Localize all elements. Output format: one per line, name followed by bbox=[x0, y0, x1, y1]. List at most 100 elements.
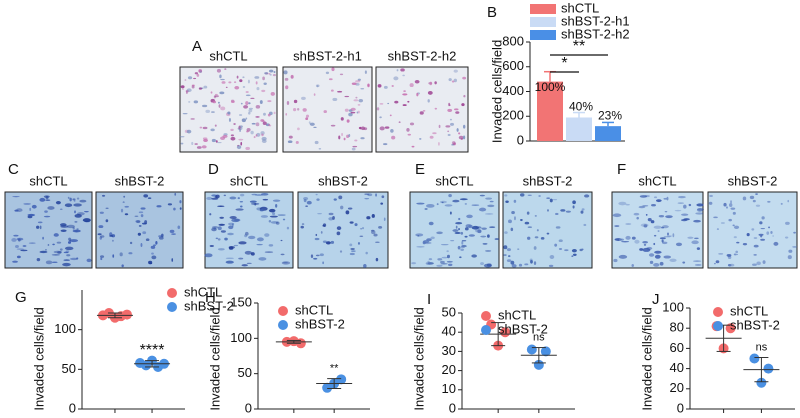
cell bbox=[230, 128, 234, 131]
cell bbox=[247, 79, 250, 84]
cell bbox=[319, 253, 324, 257]
cell bbox=[658, 214, 665, 218]
cell bbox=[653, 263, 660, 267]
cell bbox=[240, 102, 243, 105]
cell bbox=[468, 234, 475, 237]
cell bbox=[39, 197, 46, 202]
cell bbox=[534, 214, 537, 217]
cell bbox=[100, 255, 105, 258]
cell bbox=[381, 195, 385, 199]
cell bbox=[240, 193, 245, 197]
cell bbox=[253, 136, 256, 139]
panel-label: H bbox=[205, 289, 216, 306]
cell bbox=[355, 80, 361, 83]
cell bbox=[428, 258, 433, 261]
cell bbox=[446, 254, 450, 259]
y-axis-title: Invaded cells/field bbox=[31, 307, 46, 410]
cell bbox=[84, 210, 89, 213]
cell bbox=[558, 239, 563, 242]
y-tick-label: 40 bbox=[442, 324, 456, 339]
cell bbox=[45, 260, 53, 265]
cell bbox=[538, 194, 541, 197]
y-tick-label: 0 bbox=[517, 132, 524, 147]
cell bbox=[204, 253, 213, 258]
cell bbox=[173, 207, 176, 211]
cell bbox=[72, 229, 81, 233]
cell bbox=[143, 194, 149, 198]
cell bbox=[640, 223, 649, 227]
cell bbox=[238, 138, 244, 141]
cell bbox=[471, 254, 477, 258]
cell bbox=[340, 117, 344, 121]
cell bbox=[268, 244, 274, 247]
cell bbox=[350, 248, 355, 250]
cell bbox=[215, 194, 220, 199]
cell bbox=[243, 105, 249, 109]
cell bbox=[458, 132, 461, 135]
cell bbox=[262, 198, 269, 201]
panel-label: C bbox=[8, 161, 19, 178]
cell bbox=[151, 255, 157, 260]
cell bbox=[215, 237, 219, 240]
cell bbox=[325, 71, 330, 75]
cell bbox=[86, 258, 92, 263]
cell bbox=[233, 244, 239, 247]
cell bbox=[300, 225, 304, 229]
legend-label: shCTL bbox=[295, 302, 333, 317]
cell bbox=[47, 206, 55, 210]
cell bbox=[696, 203, 704, 207]
cell bbox=[755, 204, 761, 207]
cell bbox=[546, 197, 551, 199]
cell bbox=[524, 263, 529, 266]
cell bbox=[101, 194, 106, 197]
cell bbox=[504, 231, 508, 234]
cell bbox=[669, 258, 677, 262]
cell bbox=[447, 133, 451, 137]
cell bbox=[354, 223, 358, 227]
cell bbox=[742, 196, 747, 201]
cell bbox=[196, 73, 200, 77]
cell bbox=[39, 225, 42, 230]
data-point bbox=[763, 363, 774, 374]
micrograph-bg bbox=[179, 66, 278, 153]
data-point bbox=[749, 353, 760, 364]
cell bbox=[445, 125, 451, 128]
cell bbox=[221, 81, 226, 84]
cell bbox=[432, 132, 437, 135]
cell bbox=[349, 243, 353, 247]
cell bbox=[218, 223, 226, 226]
cell bbox=[315, 254, 320, 257]
cell bbox=[273, 71, 276, 74]
cell bbox=[262, 121, 267, 125]
cell bbox=[373, 233, 378, 237]
legend-label: shBST-2-h1 bbox=[561, 13, 630, 28]
cell bbox=[16, 248, 24, 250]
cell bbox=[186, 90, 188, 94]
cell bbox=[510, 227, 514, 232]
cell bbox=[233, 123, 236, 125]
cell bbox=[264, 72, 269, 75]
cell bbox=[214, 95, 219, 98]
cell bbox=[402, 104, 407, 107]
cell bbox=[272, 74, 276, 77]
y-tick-label: 100 bbox=[54, 321, 76, 336]
cell bbox=[234, 85, 240, 90]
data-point bbox=[500, 327, 511, 338]
cell bbox=[338, 195, 343, 200]
cell bbox=[504, 194, 508, 197]
cell bbox=[322, 240, 327, 243]
cell bbox=[708, 201, 713, 205]
y-tick-label: 400 bbox=[502, 83, 524, 98]
cell bbox=[398, 121, 401, 123]
cell bbox=[454, 231, 461, 235]
cell bbox=[691, 240, 699, 245]
cell bbox=[202, 126, 208, 130]
cell bbox=[533, 261, 537, 266]
cell bbox=[36, 225, 40, 229]
cell bbox=[239, 79, 243, 83]
cell bbox=[313, 257, 318, 260]
cell bbox=[177, 225, 181, 230]
cell bbox=[258, 257, 267, 261]
cell bbox=[261, 89, 266, 93]
cell bbox=[317, 213, 322, 215]
